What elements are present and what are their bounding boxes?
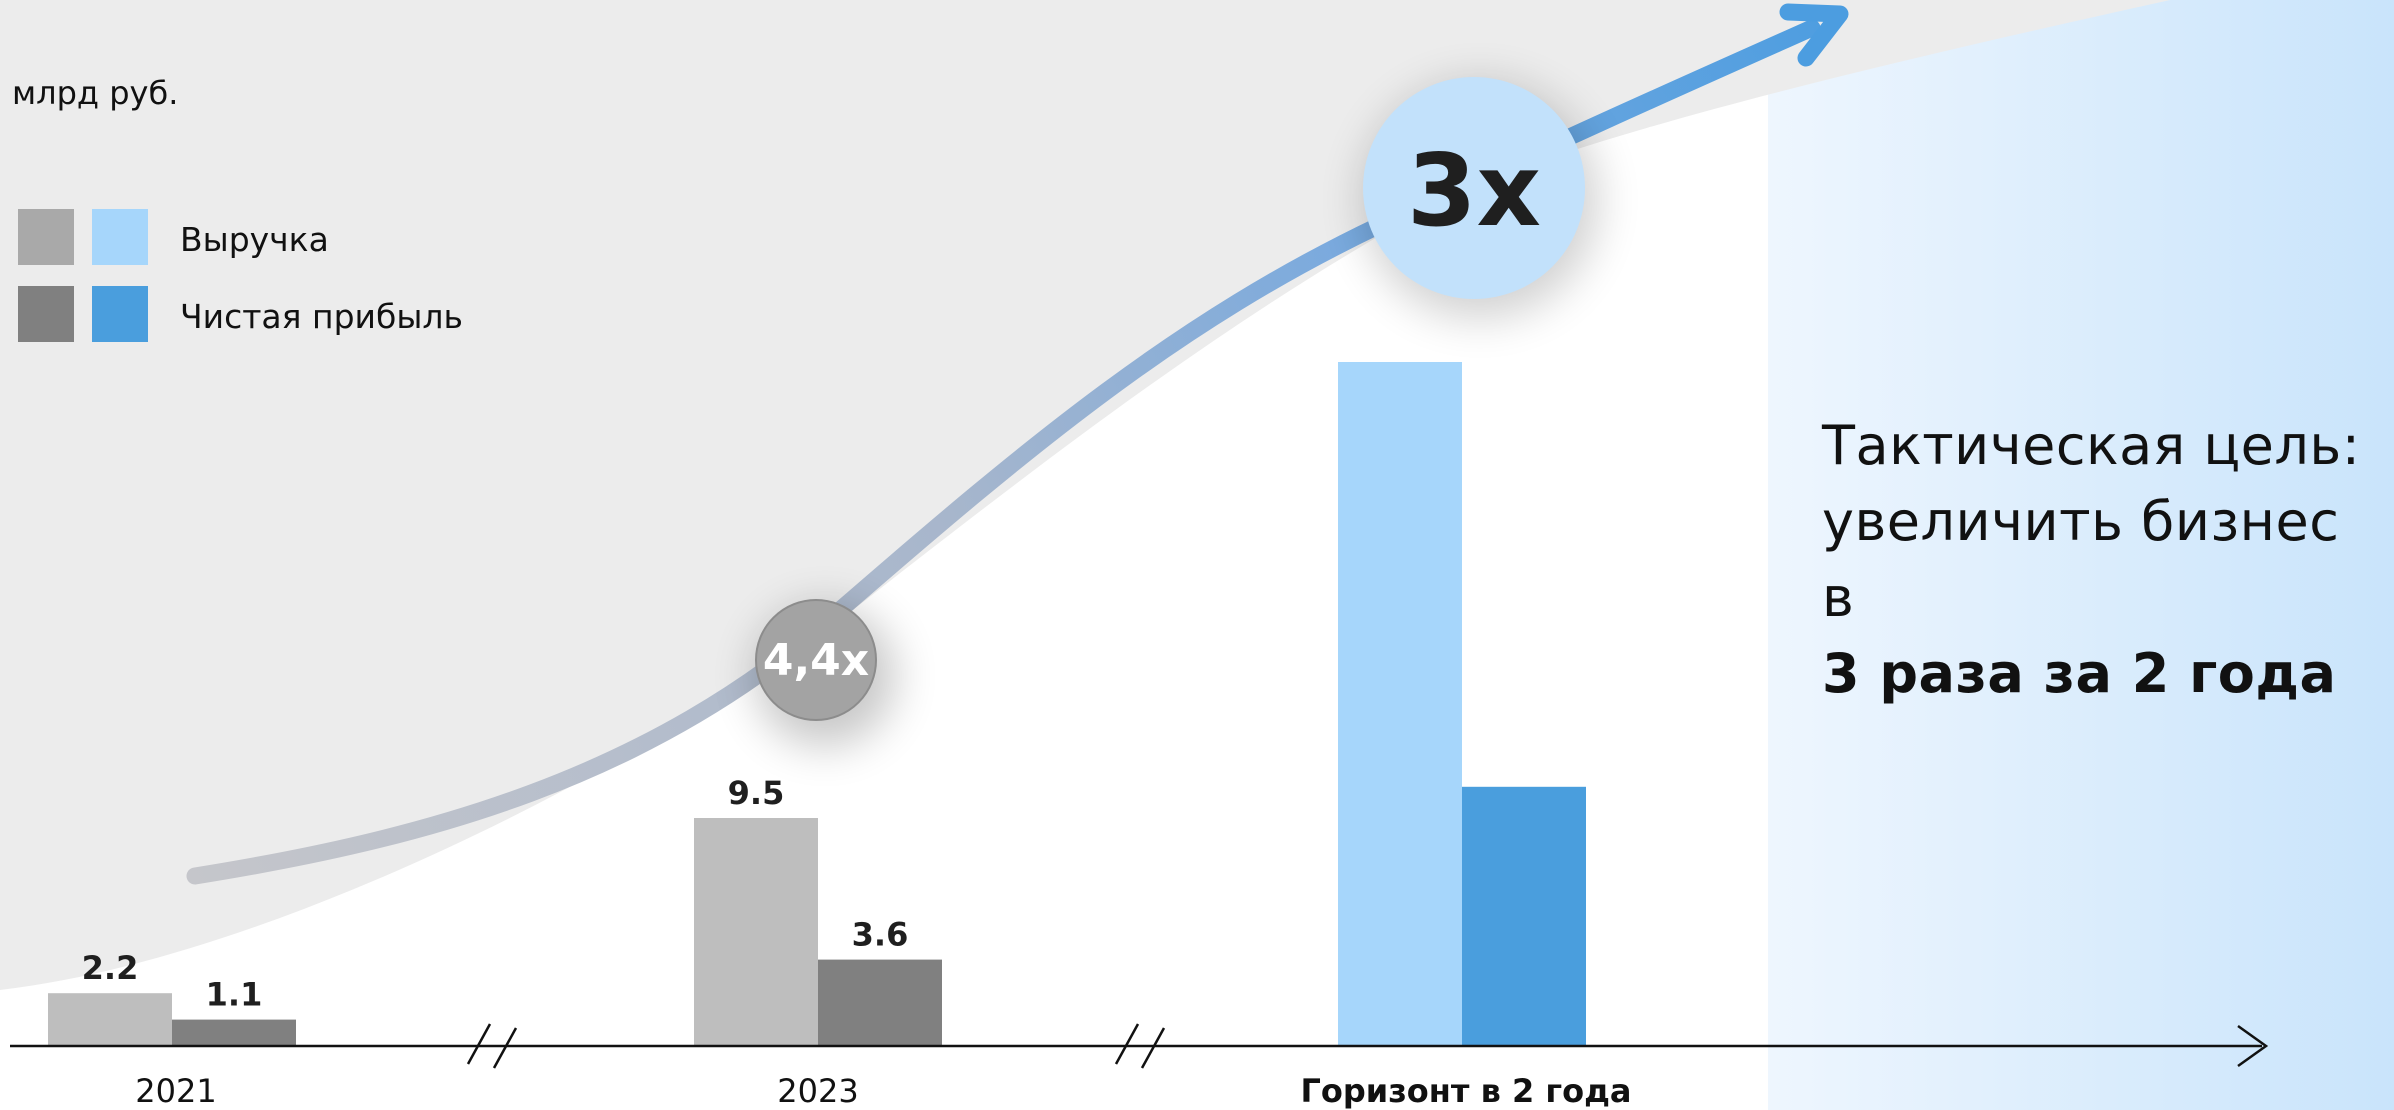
bar-profit-1 [818, 959, 942, 1046]
data-label-revenue-0: 2.2 [82, 949, 139, 987]
bar-profit-2 [1462, 786, 1586, 1046]
data-label-profit-0: 1.1 [206, 976, 263, 1014]
legend-swatch-profit-gray [18, 286, 74, 342]
data-label-profit-1: 3.6 [852, 916, 909, 954]
bubble-3x-label: 3x [1407, 132, 1541, 249]
axis-break-2 [1114, 1023, 1166, 1069]
bubble-3x [1363, 77, 1585, 299]
growth-arrow-head [1779, 3, 1849, 67]
bubble-4-4x-label: 4,4x [763, 635, 869, 686]
unit-label: млрд руб. [12, 74, 179, 112]
x-tick-label-0: 2021 [135, 1072, 216, 1110]
data-label-revenue-1: 9.5 [728, 774, 785, 812]
bar-revenue-2 [1338, 362, 1462, 1046]
growth-arrow [186, 19, 1821, 885]
goal-panel [1768, 0, 2394, 1110]
axis-break-1 [466, 1023, 518, 1069]
goal-line-3: 3 раза за 2 года [1822, 642, 2337, 705]
bar-revenue-1 [694, 818, 818, 1046]
legend-label-profit: Чистая прибыль [180, 297, 463, 336]
goal-text: Тактическая цель: увеличить бизнес в 3 р… [1822, 408, 2382, 712]
goal-line-2: увеличить бизнес в [1822, 490, 2340, 629]
legend-label-revenue: Выручка [180, 220, 329, 259]
goal-line-1: Тактическая цель: [1822, 414, 2361, 477]
x-tick-label-1: 2023 [777, 1072, 858, 1110]
bubble-4-4x [755, 599, 877, 721]
bar-profit-0 [172, 1019, 296, 1046]
bar-revenue-0 [48, 993, 172, 1046]
legend-swatch-revenue-blue [92, 209, 148, 265]
legend-swatch-revenue-gray [18, 209, 74, 265]
growth-area [0, 0, 2170, 990]
x-axis-arrowhead [2237, 1024, 2269, 1068]
legend-swatch-profit-blue [92, 286, 148, 342]
x-tick-label-2: Горизонт в 2 года [1300, 1072, 1631, 1110]
